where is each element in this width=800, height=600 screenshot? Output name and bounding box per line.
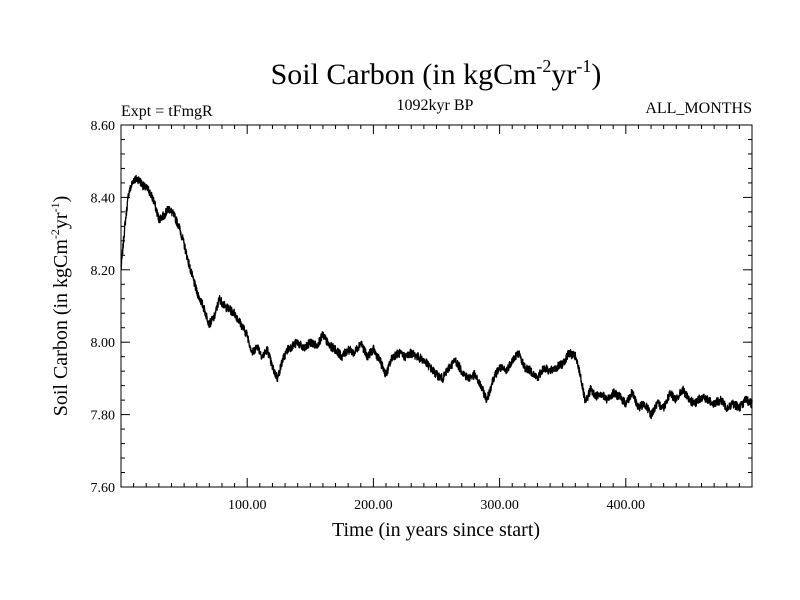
experiment-label: Expt = tFmgR [121, 103, 213, 120]
y-axis-label: Soil Carbon (in kgCm-2yr-1) [48, 196, 72, 417]
y-tick-label: 8.60 [91, 119, 116, 134]
y-tick-label: 7.80 [91, 409, 116, 424]
x-tick-label: 400.00 [607, 498, 646, 513]
plot-frame [120, 124, 753, 488]
y-tick-label: 8.20 [91, 264, 116, 279]
chart-title: Soil Carbon (in kgCm-2yr-1) [271, 56, 602, 91]
y-tick-label: 8.40 [91, 191, 116, 206]
x-axis-label: Time (in years since start) [332, 519, 540, 541]
data-series-group [120, 174, 753, 420]
axis-ticks [121, 125, 752, 487]
soil-carbon-series-line [120, 174, 753, 420]
x-tick-label: 100.00 [228, 498, 267, 513]
y-tick-label: 8.00 [91, 336, 116, 351]
x-tick-label: 300.00 [480, 498, 519, 513]
y-tick-label: 7.60 [91, 481, 116, 496]
period-label: 1092kyr BP [397, 97, 474, 114]
months-label: ALL_MONTHS [645, 100, 752, 117]
x-tick-label: 200.00 [354, 498, 393, 513]
tick-labels: 100.00 200.00 300.00 400.00 7.60 7.80 8.00 8.20… [91, 119, 646, 513]
